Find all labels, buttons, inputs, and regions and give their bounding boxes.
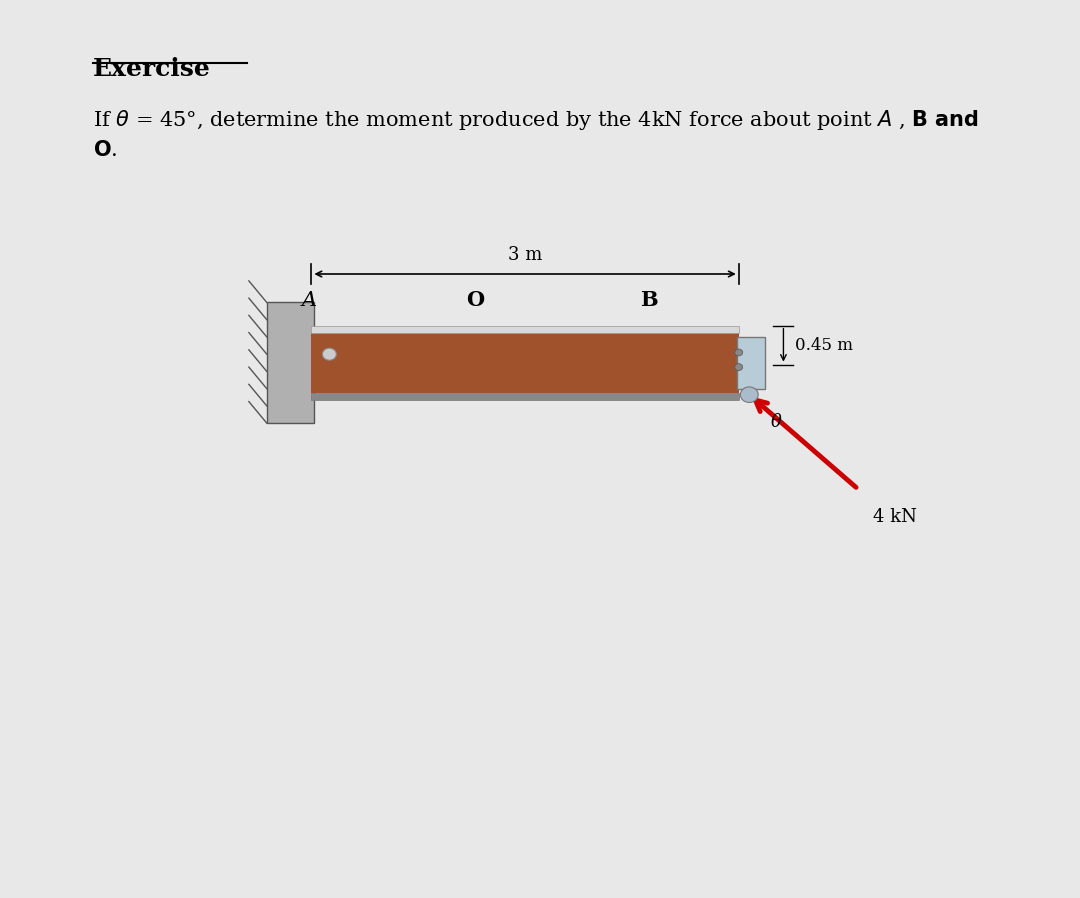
Bar xyxy=(311,332,739,393)
Text: θ: θ xyxy=(771,413,782,431)
Bar xyxy=(267,303,314,423)
Text: O: O xyxy=(467,290,485,310)
Circle shape xyxy=(734,364,743,371)
Bar xyxy=(311,393,739,400)
Text: 0.45 m: 0.45 m xyxy=(795,337,853,354)
Bar xyxy=(737,337,765,389)
Text: B: B xyxy=(640,290,658,310)
Text: If $\theta$ = 45°, determine the moment produced by the 4kN force about point $\: If $\theta$ = 45°, determine the moment … xyxy=(93,109,978,133)
Text: Exercise: Exercise xyxy=(93,57,211,81)
Circle shape xyxy=(734,349,743,356)
Circle shape xyxy=(323,348,336,360)
Bar xyxy=(311,326,739,332)
Text: 3 m: 3 m xyxy=(508,246,542,264)
Circle shape xyxy=(740,387,758,402)
Text: $\bf{O}$.: $\bf{O}$. xyxy=(93,140,118,161)
Text: A: A xyxy=(301,291,316,310)
Text: 4 kN: 4 kN xyxy=(873,508,917,526)
